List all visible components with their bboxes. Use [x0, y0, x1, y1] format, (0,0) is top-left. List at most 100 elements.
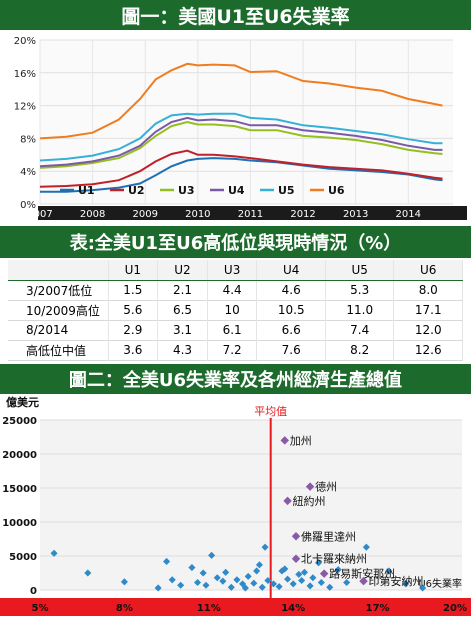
x-tick-label: 2009 [132, 209, 157, 220]
scatter-point [202, 581, 210, 589]
data-table: U1 U2 U3 U4 U5 U6 3/2007低位 1.5 2.1 4.4 4… [8, 260, 463, 361]
scatter-point [298, 576, 306, 585]
scatter-point [264, 576, 272, 585]
table-cell: 6.6 [256, 320, 326, 340]
table-cell: 3.6 [108, 340, 159, 360]
legend-label: U3 [178, 184, 195, 197]
table-header-cell: U2 [157, 260, 208, 281]
x-tick-label: 11% [197, 603, 221, 614]
scatter-point [289, 580, 297, 588]
table-cell: 17.1 [393, 300, 463, 320]
figure2-scatter-chart: 25000 20000 15000 10000 5000 0 億美元 5% 8% 11% 14% 17… [0, 394, 471, 622]
scatter-point [295, 570, 303, 578]
x-tick-label: 5% [32, 603, 49, 614]
scatter-point [269, 580, 278, 588]
y-tick-label: 8% [20, 134, 36, 145]
average-label: 平均值 [254, 405, 287, 418]
table-cell: 8/2014 [8, 320, 109, 340]
scatter-point [343, 578, 351, 587]
y-tick-label: 5000 [9, 552, 37, 563]
x-tick-label: 2007 [27, 209, 52, 220]
legend-label: U5 [278, 184, 295, 197]
table-cell: 12.6 [393, 340, 463, 360]
state-label: 加州 [290, 434, 312, 447]
highlighted-point [305, 482, 315, 491]
y-tick-label: 16% [14, 69, 36, 80]
table-cell: 4.3 [157, 340, 208, 360]
highlighted-point [319, 569, 329, 578]
y-tick-label: 20% [14, 36, 36, 47]
table-cell: 8.0 [393, 280, 463, 300]
figure1-line-chart: 20% 16% 12% 8% 4% 0% 2007 2008 2009 2010 2011 2012 2… [0, 30, 471, 226]
table-cell: 12.0 [393, 320, 463, 340]
y-tick-label: 15000 [2, 484, 37, 495]
y-tick-label: 12% [14, 102, 36, 113]
table-row: 3/2007低位 1.5 2.1 4.4 4.6 5.3 8.0 [8, 280, 463, 300]
figure1-title: 圖一：美國U1至U6失業率 [0, 0, 471, 30]
x-tick-label: 20% [443, 603, 467, 614]
scatter-point [194, 578, 202, 587]
state-label: 路易斯安那州 [329, 567, 395, 581]
scatter-point [199, 569, 207, 577]
scatter-point [419, 584, 427, 592]
table-header-cell: U5 [325, 260, 395, 281]
table-row: 高低位中值 3.6 4.3 7.2 7.6 8.2 12.6 [8, 340, 463, 360]
table-row: 8/2014 2.9 3.1 6.1 6.6 7.4 12.0 [8, 320, 463, 340]
table-title: 表:全美U1至U6高低位與現時情況（%） [0, 226, 471, 258]
scatter-point [163, 557, 171, 565]
table-cell: 7.2 [207, 340, 258, 360]
y-tick-label: 10000 [2, 518, 37, 529]
series-line-u3 [39, 120, 443, 169]
scatter-point [84, 569, 92, 577]
y-tick-label: 4% [20, 167, 36, 178]
scatter-point [154, 584, 162, 592]
table-header-cell: U3 [207, 260, 258, 281]
table-row: 10/2009高位 5.6 6.5 10 10.5 11.0 17.1 [8, 300, 463, 320]
table-cell: 5.3 [325, 280, 395, 300]
state-label: 北卡羅來納州 [301, 553, 367, 566]
plot-area [40, 420, 462, 590]
figure2-title: 圖二：全美U6失業率及各州經濟生產總值 [0, 364, 471, 394]
table-cell: 6.5 [157, 300, 208, 320]
scatter-point [208, 551, 216, 559]
series-line-u6 [39, 62, 443, 140]
x-tick-label: 2010 [185, 209, 210, 220]
figure1-svg: 20% 16% 12% 8% 4% 0%2007 2008 2009 2010 2011 2012 2… [14, 36, 467, 220]
scatter-point [188, 564, 196, 572]
figure2-svg: 25000 20000 15000 10000 5000 0 億美元 5% 8% 11% 14% 17… [0, 395, 471, 616]
state-label: 紐約州 [293, 494, 326, 508]
table-cell: 4.4 [207, 280, 258, 300]
table-cell: 5.6 [108, 300, 159, 320]
highlighted-point [291, 554, 301, 563]
x-tick-label: 8% [116, 603, 133, 614]
series-line-u1 [40, 157, 443, 193]
table-header-cell: U4 [256, 260, 326, 281]
scatter-point [402, 580, 410, 588]
table-header-cell [8, 260, 109, 281]
scatter-point [284, 575, 292, 583]
x-axis-label: U6失業率 [418, 577, 462, 590]
table-cell: 4.6 [256, 280, 326, 300]
highlighted-point [283, 496, 292, 506]
table-cell: 2.1 [157, 280, 208, 300]
scatter-point [314, 559, 323, 567]
scatter-point [317, 578, 325, 587]
scatter-point [309, 574, 317, 582]
table-cell: 10 [207, 300, 258, 320]
plot-area [40, 40, 453, 204]
table-cell: 3.1 [157, 320, 208, 340]
state-label: 印第安納州 [369, 574, 424, 588]
series-line-u4 [39, 116, 443, 168]
table-cell: 7.6 [256, 340, 326, 360]
scatter-point [300, 568, 308, 576]
legend-label: U4 [228, 184, 245, 197]
unemployment-table: U1 U2 U3 U4 U5 U6 3/2007低位 1.5 2.1 4.4 4… [0, 258, 471, 364]
x-tick-label: 2014 [396, 209, 421, 220]
scatter-point [281, 565, 289, 573]
highlighted-point [291, 532, 301, 541]
scatter-point [250, 579, 258, 587]
table-cell: 10/2009高位 [8, 300, 109, 320]
table-cell: 11.0 [325, 300, 395, 320]
x-axis-band [0, 598, 471, 616]
table-cell: 7.4 [325, 320, 395, 340]
